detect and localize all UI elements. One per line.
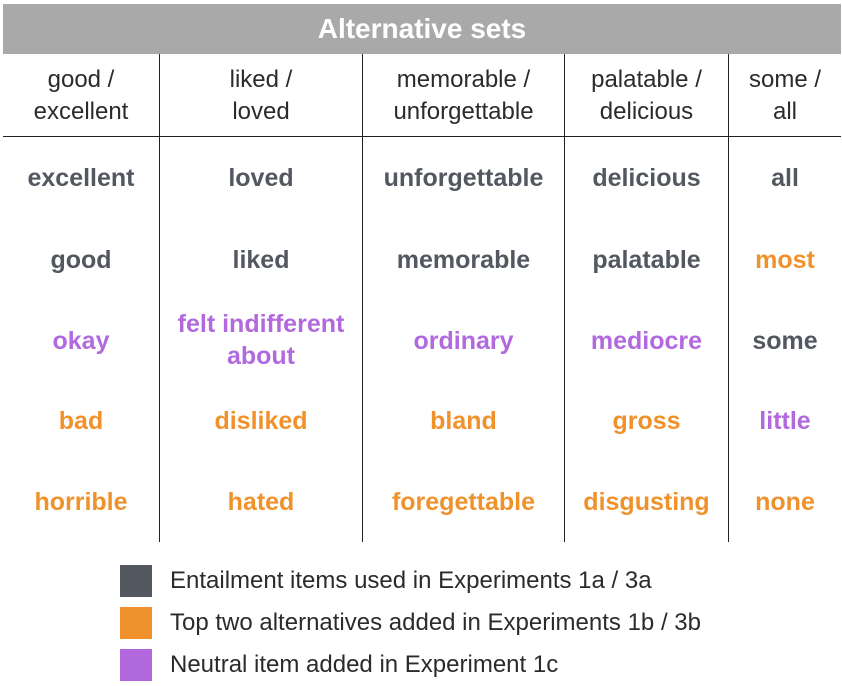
- table-cell: mediocre: [590, 327, 703, 355]
- legend-item-neutral: Neutral item added in Experiment 1c: [120, 644, 701, 686]
- table-cell: liked: [232, 246, 290, 274]
- table-cell: hated: [227, 488, 295, 516]
- column-header: liked / loved: [229, 66, 293, 125]
- column-memorable-unforgettable: memorable / unforgettable unforgettable …: [363, 54, 564, 542]
- column-header: palatable / delicious: [591, 66, 702, 125]
- table-cell: felt indifferent about: [177, 310, 345, 370]
- column-palatable-delicious: palatable / delicious delicious palatabl…: [565, 54, 728, 542]
- legend-item-top-two: Top two alternatives added in Experiment…: [120, 602, 701, 644]
- table-cell: disliked: [214, 407, 308, 435]
- table-cell: all: [771, 164, 799, 192]
- title-bar: Alternative sets: [3, 4, 841, 54]
- column-liked-loved: liked / loved loved liked felt indiffere…: [160, 54, 362, 542]
- column-divider: [564, 54, 565, 542]
- table-cell: bland: [430, 407, 497, 435]
- column-header: some / all: [748, 66, 822, 125]
- table-cell: delicious: [592, 164, 701, 192]
- table-cell: good: [50, 246, 112, 274]
- table-cell: horrible: [34, 488, 128, 516]
- alternative-sets-table: good / excellent excellent good okay bad…: [3, 54, 841, 542]
- column-divider: [362, 54, 363, 542]
- table-cell: ordinary: [413, 327, 514, 355]
- table-cell: none: [755, 488, 815, 516]
- legend-swatch: [120, 565, 152, 597]
- legend: Entailment items used in Experiments 1a …: [120, 560, 701, 686]
- table-cell: disgusting: [583, 488, 710, 516]
- column-header: memorable / unforgettable: [393, 66, 534, 125]
- column-some-all: some / all all most some little none: [729, 54, 841, 542]
- table-cell: loved: [228, 164, 294, 192]
- legend-label: Neutral item added in Experiment 1c: [170, 651, 559, 678]
- column-good-excellent: good / excellent excellent good okay bad…: [3, 54, 159, 542]
- column-divider: [728, 54, 729, 542]
- table-cell: most: [755, 246, 815, 274]
- table-cell: bad: [58, 407, 104, 435]
- column-header: good / excellent: [33, 66, 129, 125]
- legend-label: Entailment items used in Experiments 1a …: [170, 567, 652, 594]
- table-cell: some: [752, 327, 818, 355]
- legend-swatch: [120, 649, 152, 681]
- table-cell: unforgettable: [383, 164, 544, 192]
- legend-item-entailment: Entailment items used in Experiments 1a …: [120, 560, 701, 602]
- table-cell: excellent: [27, 164, 135, 192]
- column-divider: [159, 54, 160, 542]
- page-title: Alternative sets: [317, 13, 527, 44]
- table-cell: memorable: [396, 246, 531, 274]
- table-cell: gross: [612, 407, 681, 435]
- table-cell: okay: [52, 327, 110, 355]
- table-cell: little: [759, 407, 811, 435]
- table-cell: palatable: [592, 246, 701, 274]
- header-rule: [3, 136, 841, 137]
- legend-label: Top two alternatives added in Experiment…: [170, 609, 701, 636]
- legend-swatch: [120, 607, 152, 639]
- table-cell: foregettable: [391, 488, 536, 516]
